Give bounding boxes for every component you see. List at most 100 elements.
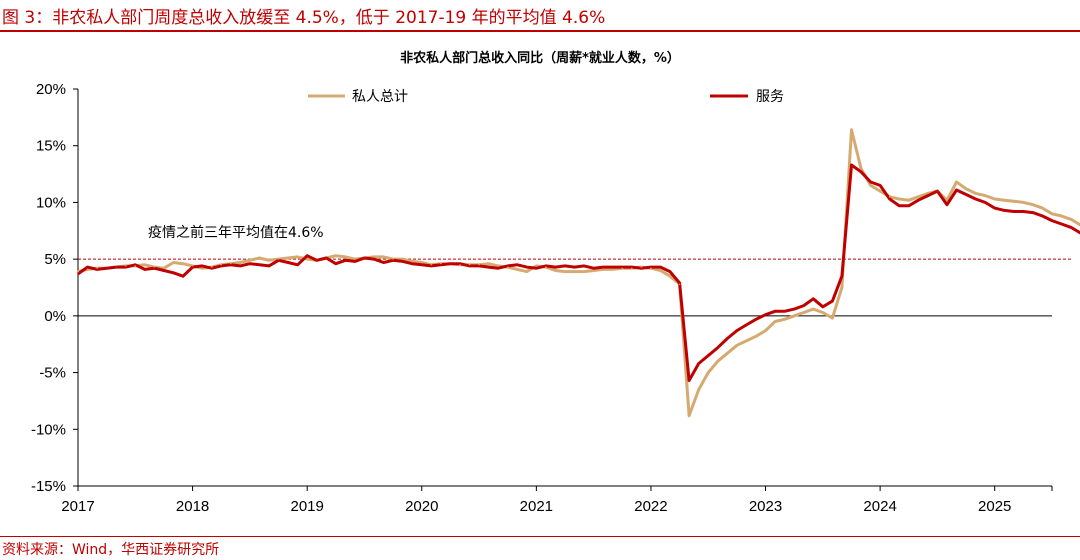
data-point [611,266,614,268]
data-point [554,269,557,272]
data-point [1003,199,1006,201]
data-point [917,196,920,198]
data-point [459,262,461,265]
data-point [277,259,280,262]
x-tick-label: 2021 [520,498,553,515]
data-point [774,310,776,313]
data-point [306,258,309,260]
data-point [659,266,662,268]
data-point [573,266,576,268]
x-tick-label: 2024 [863,498,896,515]
data-point [545,265,547,267]
data-point [392,258,394,260]
data-point [879,190,881,192]
data-point [96,268,98,271]
data-point [382,256,385,258]
data-point [1051,213,1053,215]
data-point [516,268,519,271]
data-point [258,264,261,266]
data-point [888,196,891,198]
data-point [1003,209,1006,212]
y-axis-ticks: 20% 15% 10% 5% 0% -5% -10% -15% [31,81,78,495]
data-point [860,167,862,170]
data-point [955,181,958,183]
data-point [354,258,356,260]
data-point [296,264,299,266]
data-point [134,264,137,266]
data-point [965,193,967,196]
y-tick-label: 20% [36,81,66,98]
data-point [602,268,604,271]
data-point [564,270,566,273]
data-point [993,198,996,200]
data-point [1032,203,1034,206]
data-point [325,257,328,259]
data-point [115,266,117,268]
data-point [239,265,242,267]
figure-title: 图 3：非农私人部门周度总收入放缓至 4.5%，低于 2017-19 年的平均值… [2,8,606,28]
data-point [191,266,194,268]
data-point [382,261,385,264]
data-point [573,270,576,273]
data-point [96,267,98,270]
data-point [621,266,624,268]
data-point [783,318,786,321]
data-point [77,270,79,273]
data-point [449,262,452,265]
data-point [993,207,996,209]
x-axis-ticks: 2017 2018 2019 2020 2021 2022 2023 2024 2025 [61,486,1053,515]
data-point [430,265,433,267]
data-point [869,181,872,183]
data-point [440,264,442,266]
y-tick-label: -15% [31,478,66,495]
data-point [191,265,194,267]
data-point [258,257,261,259]
x-tick-label: 2022 [634,498,667,515]
data-point [736,329,738,332]
data-point [535,265,538,267]
data-point [1013,210,1015,213]
data-point [640,266,643,268]
data-point [210,266,213,268]
data-point [984,201,986,204]
data-point [602,266,604,268]
data-point [277,258,280,260]
data-point [86,268,89,271]
data-point [917,199,920,201]
data-point [268,265,270,267]
title-divider [0,30,1080,32]
data-point [487,262,490,265]
data-point [411,260,414,263]
data-point [230,262,232,265]
data-point [888,198,891,200]
x-tick-label: 2017 [61,498,94,515]
data-point [697,388,700,391]
data-point [726,337,729,340]
data-point [144,268,146,271]
data-point [401,258,404,260]
data-point [812,308,815,310]
x-tick-label: 2020 [405,498,438,515]
data-point [335,262,337,265]
data-point [182,275,184,278]
series-services-points [77,164,1080,382]
data-point [583,265,585,267]
data-point [421,261,423,264]
data-point [249,259,251,262]
source-note: 资料来源：Wind，华西证券研究所 [2,542,220,558]
y-tick-label: 15% [36,138,66,155]
data-point [1051,219,1053,222]
data-point [315,259,318,262]
data-point [831,317,834,319]
data-point [411,262,414,265]
y-tick-label: -5% [39,365,66,382]
data-point [879,184,881,187]
data-point [621,267,624,270]
data-point [659,269,662,272]
data-point [220,265,222,267]
data-point [1041,215,1044,217]
data-point [745,324,748,326]
data-point [927,194,929,197]
data-point [363,257,366,259]
data-point [526,270,528,273]
